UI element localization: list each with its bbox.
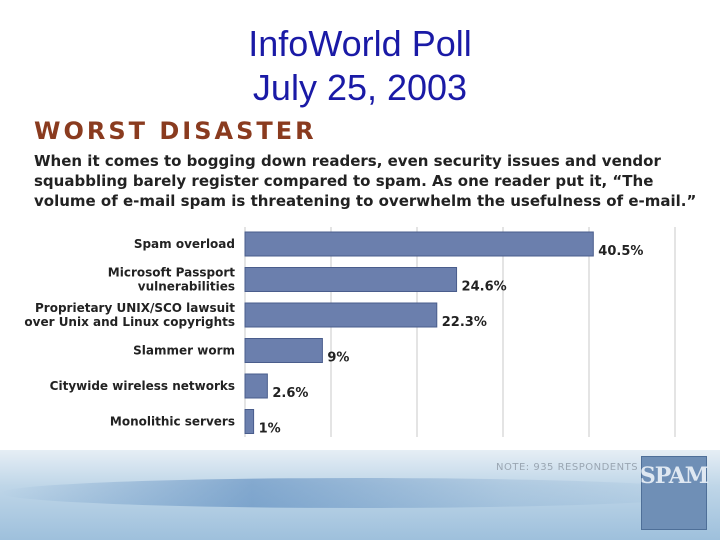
category-label: Proprietary UNIX/SCO lawsuit bbox=[35, 301, 235, 315]
slide-title: InfoWorld Poll July 25, 2003 bbox=[0, 22, 720, 110]
category-label: Microsoft Passport bbox=[108, 266, 235, 280]
spam-logo: SPAM bbox=[639, 456, 709, 530]
spam-logo-text: SPAM bbox=[639, 463, 709, 489]
category-label: over Unix and Linux copyrights bbox=[24, 315, 235, 329]
bar bbox=[244, 231, 594, 257]
chart-subtitle-line-2: squabbling barely register compared to s… bbox=[34, 172, 654, 190]
slide-title-line-1: InfoWorld Poll bbox=[248, 23, 472, 64]
category-label: Citywide wireless networks bbox=[50, 379, 235, 393]
bar-chart: 40.5% Spam overload 24.6% Microsoft Passpor… bbox=[24, 227, 676, 437]
category-label: Spam overload bbox=[134, 237, 235, 251]
respondents-note: NOTE: 935 RESPONDENTS bbox=[496, 462, 639, 473]
bar bbox=[244, 302, 438, 328]
bar bbox=[244, 373, 268, 399]
bar-value-label: 1% bbox=[259, 422, 281, 437]
bar-value-label: 24.6% bbox=[462, 280, 507, 295]
category-label: Slammer worm bbox=[133, 344, 235, 358]
bar-value-label: 2.6% bbox=[272, 386, 308, 401]
bar-value-label: 40.5% bbox=[598, 244, 643, 259]
bar bbox=[244, 338, 323, 363]
category-label: vulnerabilities bbox=[138, 280, 235, 294]
chart-title: WORST DISASTER bbox=[34, 117, 317, 145]
bar-value-label: 9% bbox=[327, 351, 349, 366]
category-label: Monolithic servers bbox=[110, 415, 235, 429]
chart-subtitle-line-1: When it comes to bogging down readers, e… bbox=[34, 152, 661, 170]
slide-title-line-2: July 25, 2003 bbox=[252, 67, 468, 108]
bar-value-label: 22.3% bbox=[442, 315, 487, 330]
bar bbox=[244, 267, 458, 292]
footer-wave bbox=[0, 478, 720, 508]
chart-subtitle-line-3: volume of e-mail spam is threatening to … bbox=[34, 192, 697, 210]
bar bbox=[244, 409, 255, 434]
chart-subtitle: When it comes to bogging down readers, e… bbox=[34, 151, 697, 211]
